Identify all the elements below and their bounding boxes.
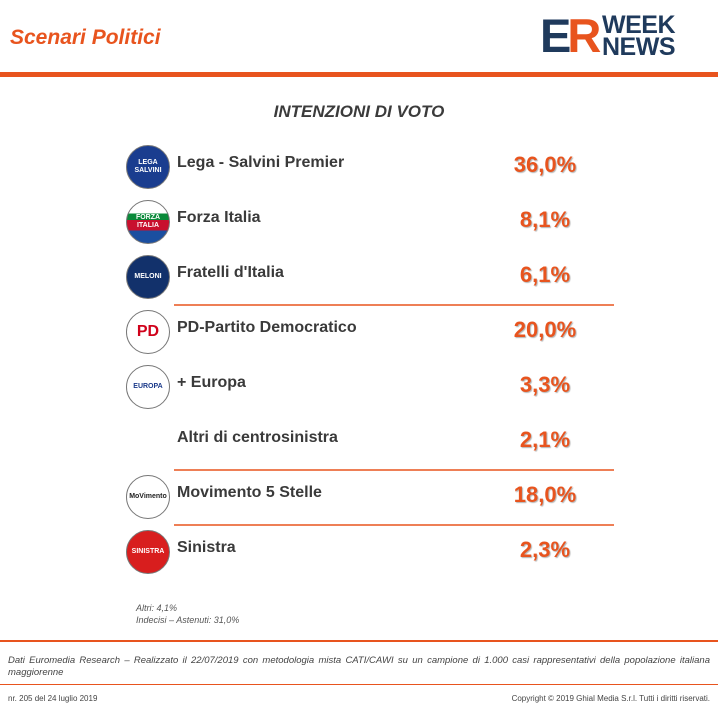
logo-word-week: WEEK xyxy=(602,11,676,39)
sinistra-logo: SINISTRA xyxy=(126,530,170,574)
vote-percentage: 18,0% xyxy=(513,482,577,507)
note-altri: Altri: 4,1% xyxy=(136,603,178,613)
m5s-logo: MoVimento xyxy=(126,475,170,519)
logo-wordmark: WEEK NEWS xyxy=(602,11,676,61)
party-name: Movimento 5 Stelle xyxy=(177,484,322,501)
header-divider xyxy=(0,72,718,77)
table-row: LEGA SALVINI Lega - Salvini Premier 36,0% xyxy=(120,143,600,193)
divider xyxy=(0,640,718,642)
forza-italia-logo: FORZA ITALIA xyxy=(126,200,170,244)
fratelli-italia-logo: MELONI xyxy=(126,255,170,299)
issue-label: nr. 205 del 24 luglio 2019 xyxy=(8,694,98,703)
page-title: Scenari Politici xyxy=(10,26,161,49)
vote-percentage: 20,0% xyxy=(513,317,577,342)
table-row: EUROPA + Europa 3,3% xyxy=(120,363,600,413)
logo-word-news: NEWS xyxy=(602,33,676,61)
party-name: Forza Italia xyxy=(177,209,261,226)
piu-europa-logo: EUROPA xyxy=(126,365,170,409)
vote-percentage: 2,1% xyxy=(519,427,571,452)
weeknews-logo: ER WEEK NEWS xyxy=(540,12,710,62)
vote-percentage: 36,0% xyxy=(513,152,577,177)
table-row: Altri di centrosinistra 2,1% xyxy=(120,418,600,468)
pd-logo: PD xyxy=(126,310,170,354)
party-name: Sinistra xyxy=(177,539,236,556)
group-separator xyxy=(174,469,614,471)
source-text: Dati Euromedia Research – Realizzato il … xyxy=(8,655,710,678)
table-row: PD PD-Partito Democratico 20,0% xyxy=(120,308,600,358)
lega-logo: LEGA SALVINI xyxy=(126,145,170,189)
notes: Altri: 4,1% Indecisi – Astenuti: 31,0% xyxy=(136,602,239,626)
table-row: MELONI Fratelli d'Italia 6,1% xyxy=(120,253,600,303)
table-row: MoVimento Movimento 5 Stelle 18,0% xyxy=(120,473,600,523)
vote-percentage: 6,1% xyxy=(519,262,571,287)
table-row: SINISTRA Sinistra 2,3% xyxy=(120,528,600,578)
party-name: Fratelli d'Italia xyxy=(177,264,284,281)
table-row: FORZA ITALIA Forza Italia 8,1% xyxy=(120,198,600,248)
party-name: PD-Partito Democratico xyxy=(177,319,357,336)
party-name: + Europa xyxy=(177,374,246,391)
group-separator xyxy=(174,524,614,526)
party-name: Lega - Salvini Premier xyxy=(177,154,345,171)
header: Scenari Politici ER WEEK NEWS xyxy=(0,0,718,72)
group-separator xyxy=(174,304,614,306)
copyright: Copyright © 2019 Ghial Media S.r.l. Tutt… xyxy=(511,694,710,703)
chart-title: INTENZIONI DI VOTO xyxy=(273,102,445,121)
note-indecisi: Indecisi – Astenuti: 31,0% xyxy=(136,615,240,625)
party-name: Altri di centrosinistra xyxy=(177,429,338,446)
vote-percentage: 2,3% xyxy=(519,537,571,562)
logo-mark: ER xyxy=(540,9,601,62)
vote-percentage: 8,1% xyxy=(519,207,571,232)
divider xyxy=(0,684,718,685)
vote-percentage: 3,3% xyxy=(519,372,571,397)
